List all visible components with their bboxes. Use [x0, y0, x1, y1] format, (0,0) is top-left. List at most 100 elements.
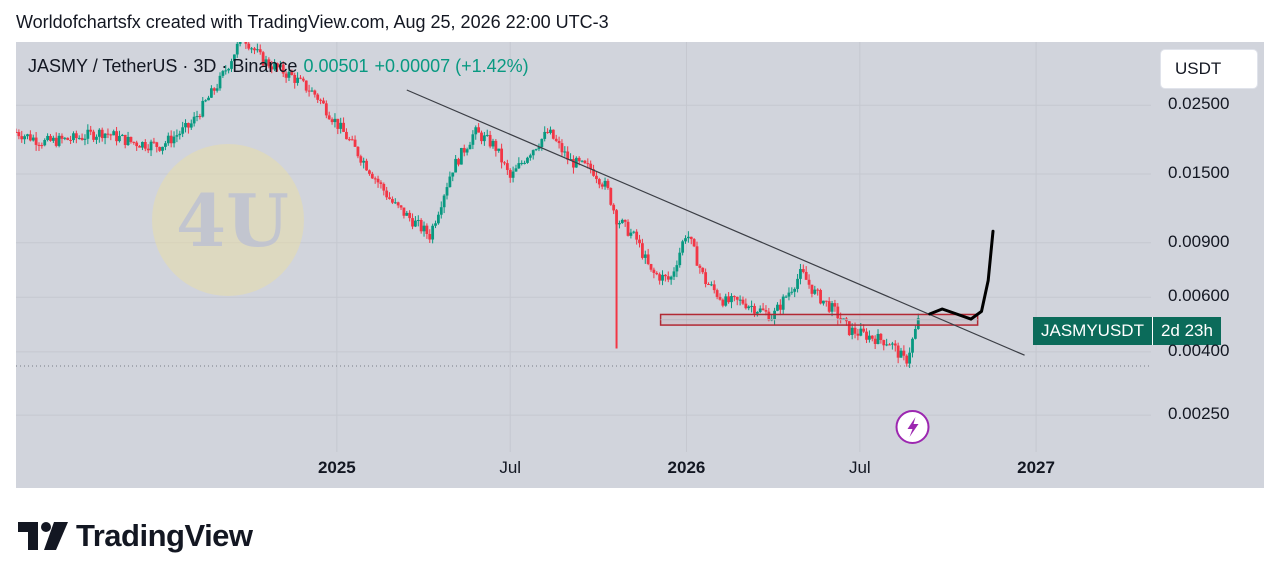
candle-body: [284, 73, 288, 78]
candle-body: [235, 43, 239, 55]
candle-body: [899, 350, 903, 358]
candle-body: [612, 204, 616, 211]
candle-body: [322, 100, 325, 104]
candle-body: [586, 163, 590, 165]
candle-body: [227, 68, 231, 71]
candle-body: [890, 343, 894, 345]
price-chart[interactable]: 4U: [16, 42, 1264, 488]
candle-body: [224, 70, 228, 72]
candle-body: [684, 238, 687, 242]
candle-body: [701, 267, 705, 273]
candle-body: [755, 312, 759, 314]
candle-body: [399, 205, 403, 208]
candle-body: [425, 225, 429, 234]
candle-body: [787, 292, 791, 297]
candle-body: [868, 335, 871, 340]
candle-body: [896, 345, 900, 358]
chart-area[interactable]: 4U JASMY / TetherUS · 3D · Binance 0.0050…: [16, 42, 1264, 488]
candle-body: [873, 338, 877, 344]
candle-body: [882, 340, 886, 346]
candle-body: [26, 134, 29, 137]
candle-body: [293, 74, 297, 83]
candle-body: [488, 134, 492, 147]
candle-body: [333, 118, 337, 123]
candle-body: [865, 331, 868, 340]
candle-body: [638, 239, 641, 244]
candle-body: [342, 122, 345, 132]
candle-body: [850, 327, 854, 336]
candle-body: [189, 123, 193, 128]
candle-body: [307, 90, 311, 92]
candle-body: [132, 141, 136, 143]
candle-body: [89, 129, 93, 132]
candle-body: [801, 269, 805, 272]
candle-body: [764, 310, 768, 312]
candle-body: [885, 344, 889, 346]
candle-body: [393, 202, 397, 204]
candle-body: [23, 136, 27, 140]
candle-body: [169, 135, 173, 144]
candle-body: [95, 136, 98, 140]
candle-body: [856, 333, 860, 336]
currency-button[interactable]: USDT: [1161, 50, 1257, 88]
candle-body: [592, 169, 595, 176]
candle-body: [678, 252, 682, 266]
candle-body: [37, 144, 41, 146]
candle-body: [543, 131, 547, 139]
candle-body: [649, 264, 653, 270]
candle-body: [606, 180, 610, 189]
candle-body: [724, 296, 728, 306]
candle-body: [833, 303, 837, 307]
watermark-logo-icon: [152, 144, 304, 296]
candle-body: [123, 134, 127, 146]
candle-body: [822, 300, 825, 304]
candle-body: [416, 219, 420, 221]
candle-body: [20, 136, 24, 140]
candle-body: [184, 122, 187, 128]
candle-body: [77, 137, 81, 139]
candle-body: [388, 197, 391, 199]
candle-body: [916, 318, 920, 330]
candle-body: [301, 78, 305, 81]
candle-body: [209, 88, 213, 98]
candle-body: [451, 172, 455, 177]
candle-body: [244, 42, 248, 44]
candle-body: [804, 271, 808, 280]
candle-body: [40, 145, 44, 147]
candle-body: [618, 223, 621, 225]
candle-body: [790, 291, 794, 293]
candle-body: [405, 212, 409, 216]
candle-body: [439, 207, 443, 215]
candle-body: [753, 305, 756, 314]
candle-body: [824, 300, 828, 302]
candle-body: [63, 137, 67, 139]
candle-body: [497, 148, 501, 151]
candle-body: [195, 116, 199, 118]
candle-body: [83, 138, 87, 140]
candle-body: [175, 135, 179, 137]
candle-body: [414, 220, 417, 227]
candle-body: [158, 146, 162, 151]
candle-body: [580, 160, 584, 162]
price-axis-panel: [1151, 42, 1264, 488]
candle-body: [402, 207, 406, 216]
candle-body: [672, 271, 676, 277]
candle-body: [709, 284, 713, 286]
candle-body: [534, 149, 538, 151]
candle-body: [181, 127, 185, 134]
x-tick-label: 2025: [317, 458, 356, 477]
candle-body: [520, 162, 524, 164]
candle-body: [408, 212, 412, 219]
candle-body: [560, 143, 564, 153]
candle-body: [356, 146, 360, 157]
candle-body: [57, 135, 61, 146]
candle-body: [255, 49, 259, 51]
candle-body: [744, 303, 748, 309]
candle-body: [514, 168, 518, 172]
candle-body: [505, 163, 509, 170]
candle-body: [732, 296, 736, 298]
candle-body: [51, 137, 55, 141]
x-tick-label: 2027: [1017, 458, 1055, 477]
candle-body: [436, 214, 440, 224]
candle-body: [172, 136, 176, 144]
